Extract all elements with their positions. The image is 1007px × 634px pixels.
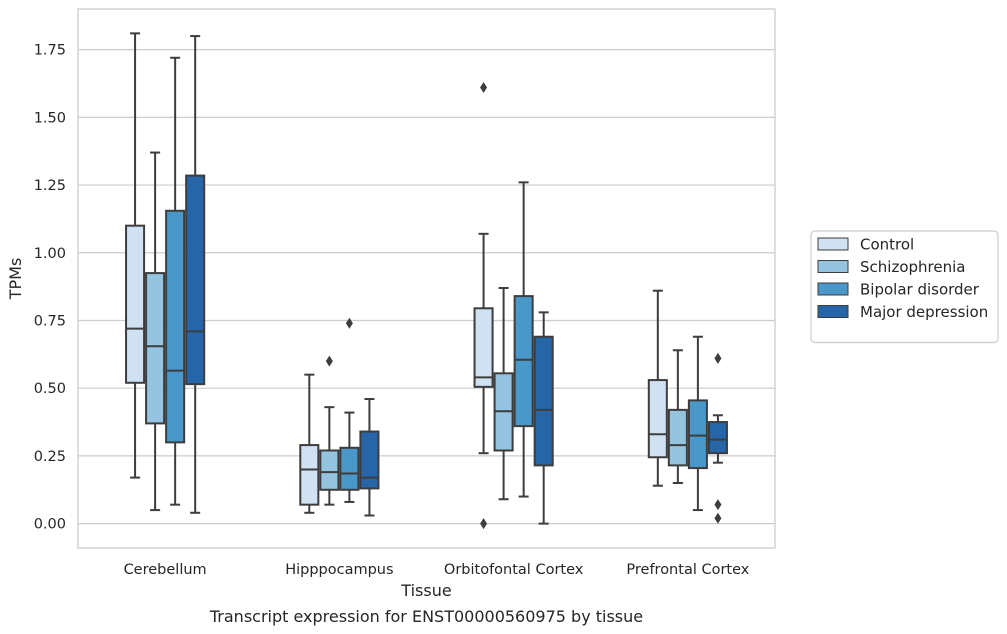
outlier-point [714, 352, 722, 364]
box-major-depression [533, 311, 554, 525]
box-control [125, 32, 146, 479]
box-schizophrenia [667, 349, 688, 484]
iqr-box [707, 421, 728, 455]
box-schizophrenia [493, 286, 514, 501]
outlier-point [325, 355, 333, 367]
box-control [647, 289, 668, 487]
iqr-box [299, 444, 320, 506]
y-tick-labels: 0.00 0.25 0.50 0.75 1.00 1.25 1.50 1.75 [34, 43, 66, 533]
x-axis-title: Tissue [400, 581, 451, 600]
outlier-point [480, 82, 488, 94]
x-tick-label: Cerebellum [124, 562, 207, 578]
box-bipolar-disorder [165, 56, 186, 506]
box-major-depression [185, 35, 206, 514]
legend-label: Bipolar disorder [860, 281, 980, 299]
box-bipolar-disorder [339, 317, 360, 503]
outlier-point [714, 499, 722, 511]
legend-swatch [817, 282, 849, 296]
y-tick-label: 1.50 [34, 110, 66, 126]
legend-swatch [817, 237, 849, 251]
legend-swatch [817, 305, 849, 318]
legend-label: Schizophrenia [860, 258, 965, 276]
box-major-depression [707, 352, 728, 524]
x-tick-labels: Cerebellum Hipppocampus Orbitofontal Corte… [124, 562, 750, 578]
iqr-box [473, 307, 494, 388]
plot-frame [77, 8, 776, 549]
iqr-box [165, 209, 186, 444]
x-tick-label: Prefrontal Cortex [626, 562, 749, 578]
iqr-box [667, 408, 688, 467]
y-tick-label: 0.50 [34, 381, 66, 397]
legend: Control Schizophrenia Bipolar disorder Majo… [810, 230, 999, 344]
legend-frame [810, 230, 999, 344]
iqr-box [319, 449, 340, 491]
iqr-box [185, 174, 206, 386]
box-bipolar-disorder [687, 335, 708, 512]
iqr-box [513, 295, 534, 428]
legend-label: Control [860, 236, 914, 254]
outlier-point [345, 317, 353, 329]
iqr-box [125, 224, 146, 384]
chart-caption: Transcript expression for ENST0000056097… [209, 607, 643, 626]
box-series-group [125, 32, 728, 530]
box-control [473, 82, 494, 530]
y-tick-label: 0.25 [34, 449, 66, 465]
iqr-box [533, 335, 554, 467]
outlier-point [714, 512, 722, 524]
iqr-box [145, 272, 166, 425]
iqr-box [687, 399, 708, 470]
box-major-depression [359, 398, 380, 517]
box-control [299, 373, 320, 514]
box-bipolar-disorder [513, 181, 534, 498]
y-tick-label: 1.25 [34, 178, 66, 194]
iqr-box [339, 446, 360, 491]
x-tick-label: Hipppocampus [285, 562, 393, 578]
y-tick-label: 1.75 [34, 43, 66, 59]
y-tick-label: 0.75 [34, 313, 66, 329]
box-schizophrenia [319, 355, 340, 506]
legend-swatch [817, 260, 849, 273]
y-tick-label: 0.00 [34, 517, 66, 533]
iqr-box [647, 379, 668, 459]
outlier-point [480, 518, 488, 530]
y-axis-title: TPMs [6, 258, 25, 301]
box-schizophrenia [145, 151, 166, 512]
legend-label: Major depression [860, 303, 988, 321]
y-tick-label: 1.00 [34, 246, 66, 262]
x-tick-label: Orbitofontal Cortex [444, 562, 584, 578]
iqr-box [359, 430, 380, 490]
